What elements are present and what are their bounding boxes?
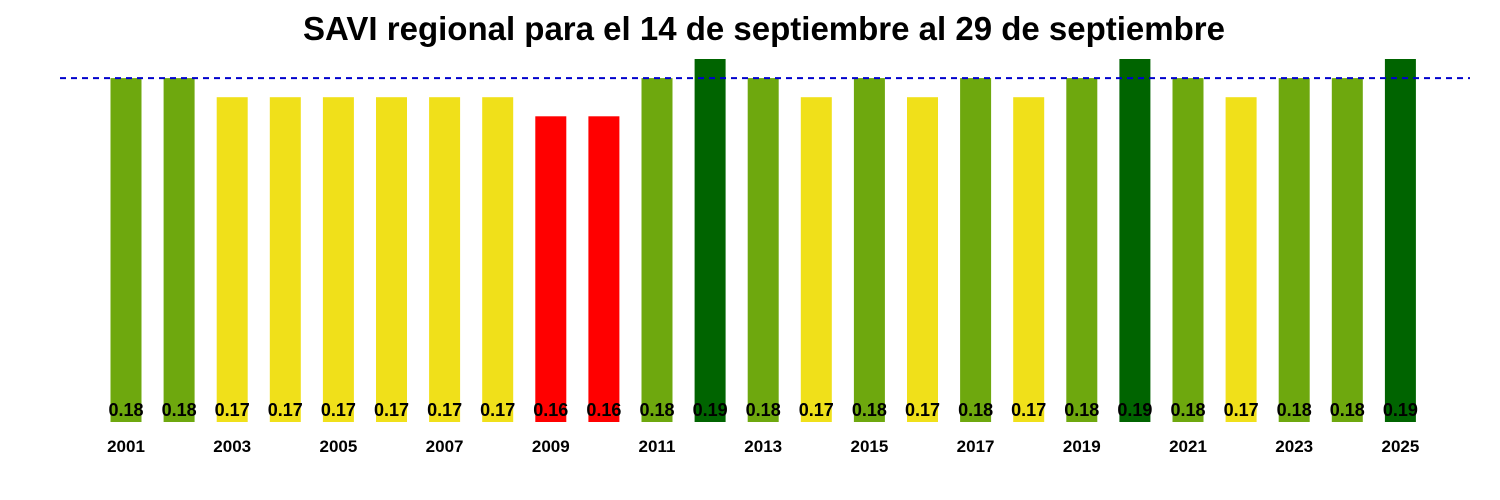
x-tick-label-2011: 2011: [639, 437, 676, 456]
x-tick-label-2025: 2025: [1381, 437, 1419, 456]
x-tick-label-2005: 2005: [319, 437, 357, 456]
value-label-2011: 0.18: [639, 400, 674, 420]
x-tick-label-2019: 2019: [1063, 437, 1101, 456]
value-label-2024: 0.18: [1330, 400, 1365, 420]
bar-2005: [322, 97, 354, 422]
value-label-2010: 0.16: [586, 400, 621, 420]
bar-2022: [1225, 97, 1257, 422]
value-label-2004: 0.17: [268, 400, 303, 420]
x-tick-label-2023: 2023: [1275, 437, 1313, 456]
value-label-2008: 0.17: [480, 400, 515, 420]
bar-2011: [641, 78, 673, 422]
value-label-2001: 0.18: [108, 400, 143, 420]
x-tick-label-2001: 2001: [107, 437, 145, 456]
value-label-2003: 0.17: [215, 400, 250, 420]
value-label-2016: 0.17: [905, 400, 940, 420]
value-label-2002: 0.18: [162, 400, 197, 420]
value-label-2007: 0.17: [427, 400, 462, 420]
bar-2025: [1384, 59, 1416, 422]
bar-2023: [1278, 78, 1310, 422]
bar-2018: [1013, 97, 1045, 422]
x-tick-label-2015: 2015: [850, 437, 888, 456]
bar-2010: [588, 116, 620, 423]
bar-2020: [1119, 59, 1151, 422]
bar-2004: [269, 97, 301, 422]
bar-2014: [800, 97, 832, 422]
bar-2002: [163, 78, 195, 422]
bar-2015: [853, 78, 885, 422]
bar-2006: [376, 97, 407, 422]
x-tick-label-2003: 2003: [213, 437, 251, 456]
value-label-2015: 0.18: [852, 400, 887, 420]
value-label-2014: 0.17: [799, 400, 834, 420]
bar-2019: [1066, 78, 1098, 422]
value-label-2018: 0.17: [1011, 400, 1046, 420]
value-label-2023: 0.18: [1277, 400, 1312, 420]
bar-2017: [960, 78, 992, 422]
value-label-2005: 0.17: [321, 400, 356, 420]
bar-2012: [694, 59, 726, 422]
value-label-2020: 0.19: [1117, 400, 1152, 420]
x-tick-label-2013: 2013: [744, 437, 782, 456]
value-label-2012: 0.19: [693, 400, 728, 420]
value-label-2022: 0.17: [1224, 400, 1259, 420]
chart-title: SAVI regional para el 14 de septiembre a…: [303, 10, 1225, 47]
bar-2024: [1331, 78, 1363, 422]
bar-2003: [216, 97, 248, 422]
value-label-2019: 0.18: [1064, 400, 1099, 420]
x-tick-label-2017: 2017: [957, 437, 995, 456]
bar-2016: [907, 97, 938, 422]
x-tick-label-2009: 2009: [532, 437, 570, 456]
value-label-2025: 0.19: [1383, 400, 1418, 420]
bar-2001: [110, 78, 142, 422]
value-label-2017: 0.18: [958, 400, 993, 420]
value-label-2009: 0.16: [533, 400, 568, 420]
value-label-2006: 0.17: [374, 400, 409, 420]
x-tick-label-2021: 2021: [1169, 437, 1207, 456]
bar-2008: [482, 97, 514, 422]
bar-2007: [429, 97, 461, 422]
bar-2021: [1172, 78, 1204, 422]
bar-2009: [535, 116, 567, 423]
bar-2013: [747, 78, 779, 422]
value-label-2021: 0.18: [1170, 400, 1205, 420]
value-label-2013: 0.18: [746, 400, 781, 420]
x-tick-label-2007: 2007: [426, 437, 464, 456]
